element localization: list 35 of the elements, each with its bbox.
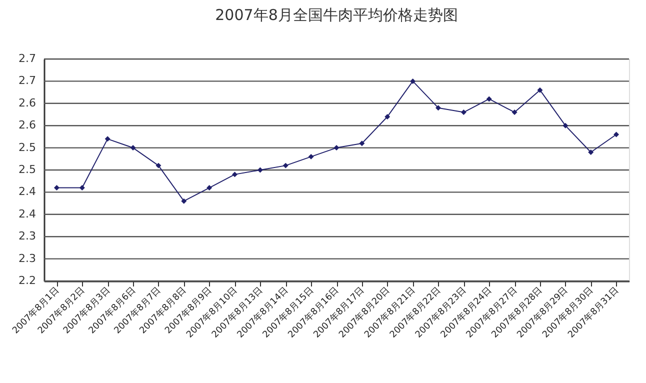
y-tick-label: 2.7 [18,74,36,88]
point [156,162,162,168]
y-tick-label: 2.4 [18,185,36,198]
point [232,172,238,178]
chart-title: 2007年8月全国牛肉平均价格走势图 [215,6,458,24]
point [104,136,110,142]
point [537,87,543,93]
point [512,110,518,116]
point [54,185,60,190]
y-tick-label: 2.5 [18,140,36,154]
point [588,150,594,155]
y-tick-label: 2.7 [18,52,36,65]
point [486,96,492,102]
point [206,185,212,190]
point [410,78,416,84]
point [282,162,288,168]
point [257,167,263,173]
y-tick-label: 2.2 [18,274,36,287]
point [181,198,187,204]
point [562,122,568,128]
y-tick-label: 2.6 [18,118,36,132]
point [359,140,365,146]
y-tick-label: 2.3 [18,252,36,265]
point [460,110,466,116]
point [384,114,390,120]
point [308,154,314,160]
y-tick-label: 2.6 [18,96,36,110]
y-tick-label: 2.3 [18,230,36,243]
y-tick-label: 2.5 [18,163,36,176]
point [436,105,441,111]
point [130,145,136,151]
y-tick-label: 2.4 [18,207,36,220]
point [614,132,620,138]
point [79,185,85,190]
point [334,145,340,151]
